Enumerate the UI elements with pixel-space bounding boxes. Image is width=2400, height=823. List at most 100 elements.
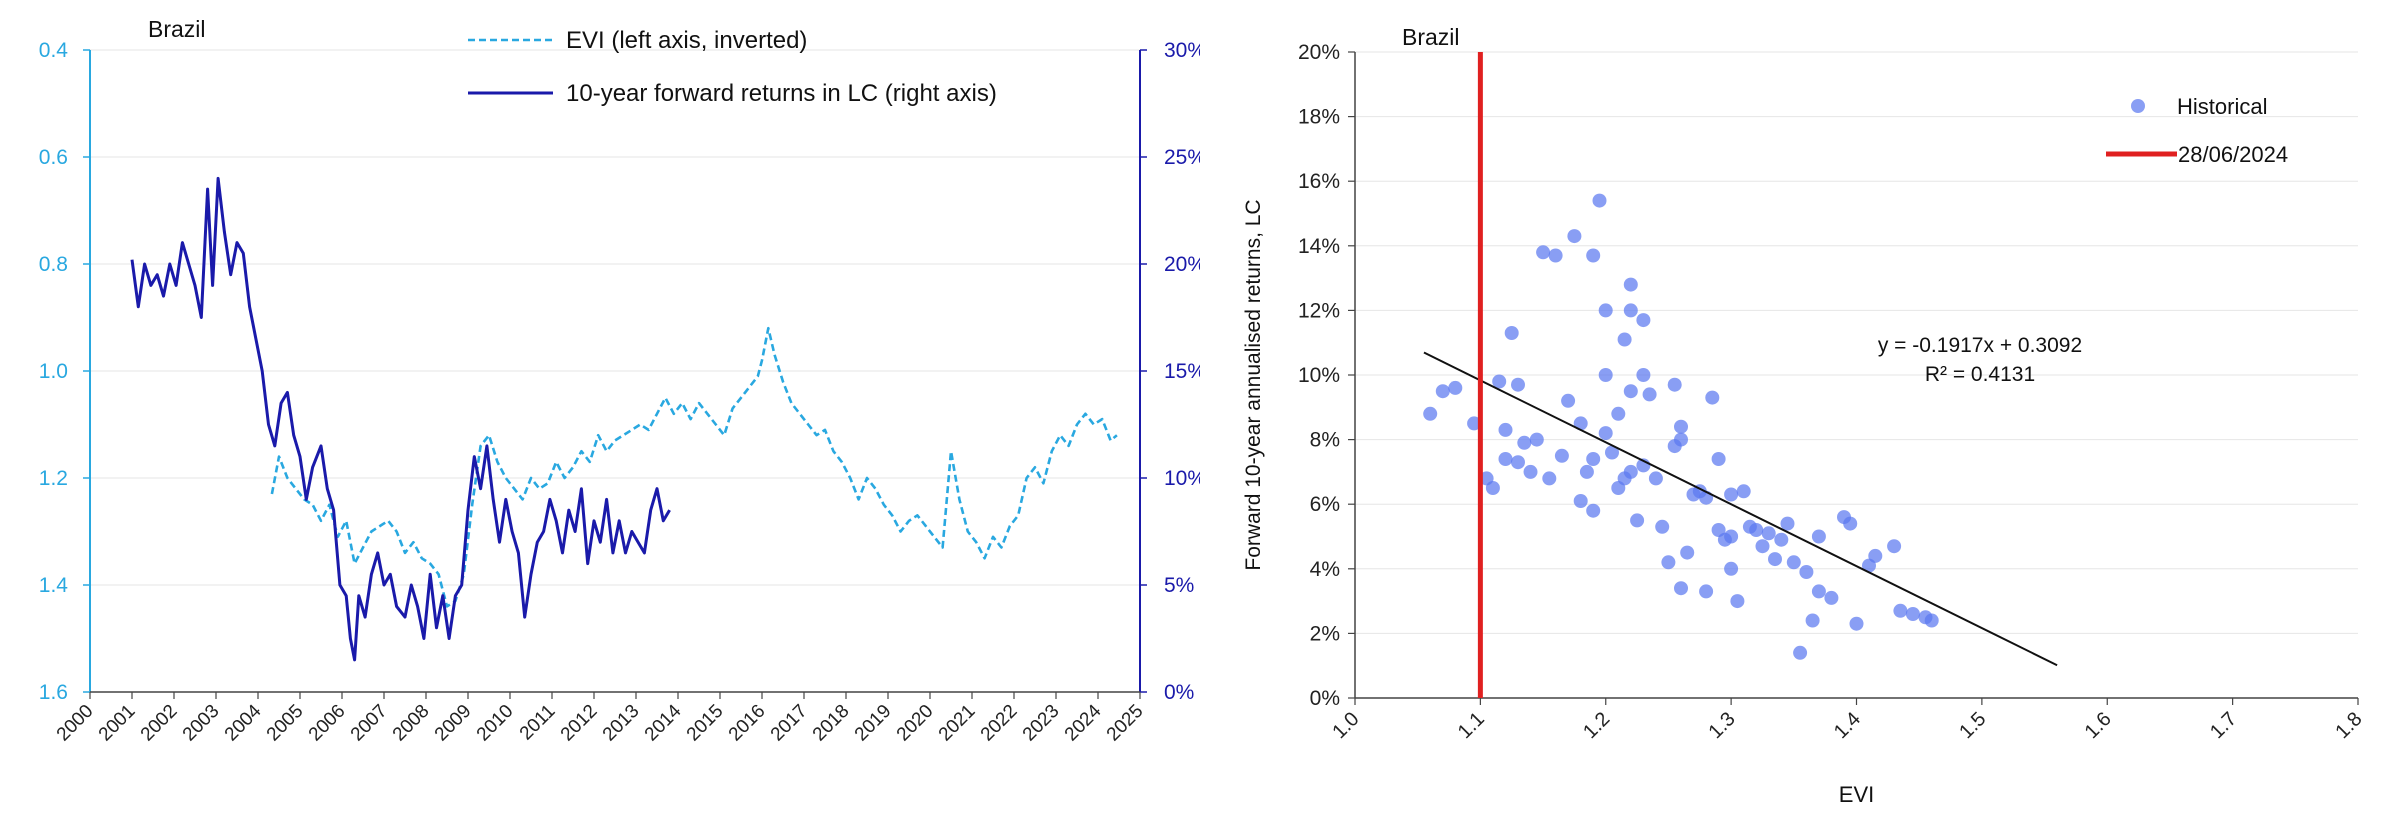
x-axis-tick-label: 1.7	[2206, 708, 2241, 743]
scatter-point	[1623, 384, 1638, 399]
right-axis-tick-label: 20%	[1164, 253, 1200, 276]
scatter-point	[1642, 387, 1657, 402]
scatter-point	[1724, 487, 1739, 502]
scatter-point	[1667, 377, 1682, 392]
x-axis-title: EVI	[1839, 782, 1874, 807]
x-axis-tick-label: 1.2	[1579, 708, 1614, 743]
forward-returns-series-line	[130, 176, 671, 662]
x-axis-tick-label: 1.3	[1704, 708, 1739, 743]
scatter-point	[1761, 526, 1776, 541]
y-axis-tick-label: 16%	[1298, 170, 1340, 193]
scatter-point	[1523, 464, 1538, 479]
scatter-point	[1605, 445, 1619, 460]
trendline-equation: y = -0.1917x + 0.3092	[1878, 334, 2082, 357]
scatter-point	[1498, 452, 1513, 466]
scatter-point	[1636, 368, 1651, 382]
x-axis-tick-label: 2018	[809, 701, 854, 746]
legend-label-historical: Historical	[2177, 94, 2267, 119]
scatter-point	[1630, 513, 1645, 528]
right-axis-tick-label: 5%	[1164, 574, 1194, 597]
right-axis-tick-label: 10%	[1164, 467, 1200, 490]
scatter-point	[1661, 555, 1676, 570]
right-axis-tick-label: 0%	[1164, 681, 1194, 704]
y-axis-tick-label: 6%	[1310, 493, 1340, 516]
scatter-point	[1780, 516, 1795, 531]
legend-swatch-historical	[2131, 99, 2145, 113]
scatter-point	[1448, 380, 1463, 395]
scatter-point	[1648, 471, 1663, 486]
scatter-point	[1843, 516, 1858, 531]
legend-label-forward-returns: 10-year forward returns in LC (right axi…	[566, 80, 997, 107]
left-axis-tick-label: 0.6	[39, 146, 68, 169]
scatter-point	[1887, 539, 1902, 554]
x-axis-tick-label: 1.0	[1328, 708, 1363, 743]
scatter-point	[1805, 613, 1820, 628]
x-axis-tick-label: 2001	[95, 701, 140, 746]
scatter-point	[1868, 548, 1883, 563]
scatter-point	[1617, 332, 1632, 347]
scatter-point	[1636, 313, 1651, 328]
right-axis-tick-label: 15%	[1164, 360, 1200, 383]
y-axis-tick-label: 0%	[1310, 687, 1340, 710]
y-axis-tick-label: 12%	[1298, 299, 1340, 322]
x-axis-tick-label: 2020	[893, 701, 938, 746]
x-axis-tick-label: 2004	[221, 700, 266, 745]
scatter-point	[1755, 539, 1770, 554]
scatter-point	[1699, 584, 1714, 599]
x-axis-tick-label: 1.6	[2081, 708, 2116, 743]
scatter-point	[1623, 464, 1638, 479]
scatter-point	[1579, 464, 1594, 479]
x-axis-tick-label: 2021	[935, 701, 980, 746]
y-axis-tick-label: 20%	[1298, 41, 1340, 64]
right-axis-tick-label: 30%	[1164, 39, 1200, 62]
x-axis-tick-label: 2007	[347, 701, 392, 746]
x-axis-tick-label: 2025	[1103, 701, 1148, 746]
scatter-point	[1674, 581, 1688, 596]
left-axis-tick-label: 1.2	[39, 467, 68, 490]
scatter-point	[1793, 645, 1808, 660]
scatter-point	[1598, 303, 1613, 318]
left-axis-tick-label: 0.4	[39, 39, 69, 62]
y-axis-tick-label: 2%	[1310, 622, 1340, 645]
scatter-point	[1586, 452, 1601, 466]
scatter-point	[1573, 416, 1588, 431]
scatter-point	[1598, 426, 1613, 441]
scatter-point	[1498, 422, 1513, 437]
scatter-point	[1511, 377, 1525, 392]
scatter-point	[1811, 584, 1826, 599]
scatter-point	[1592, 193, 1607, 208]
scatter-point	[1768, 552, 1782, 567]
scatter-point	[1623, 303, 1638, 318]
y-axis-tick-label: 8%	[1310, 429, 1340, 452]
x-axis-tick-label: 2022	[977, 701, 1022, 746]
scatter-point	[1586, 248, 1601, 263]
scatter-point	[1680, 545, 1695, 560]
scatter-point	[1749, 523, 1764, 537]
x-axis-tick-label: 1.1	[1454, 708, 1489, 743]
scatter-point	[1435, 384, 1450, 399]
x-axis-tick-label: 2016	[725, 701, 770, 746]
scatter-point	[1542, 471, 1557, 486]
x-axis-tick-label: 2015	[683, 701, 728, 746]
scatter-point	[1548, 248, 1563, 263]
legend-label-current: 28/06/2024	[2178, 142, 2288, 167]
evi-vs-returns-scatter-chart: 0% 2% 4% 6% 8% 10% 12% 14% 16% 18% 20% 1.0 1.1 1.2 1.3…	[1242, 24, 2367, 807]
scatter-point	[1611, 406, 1626, 421]
y-axis-title: Forward 10-year annualised returns, LC	[1242, 199, 1265, 570]
scatter-point	[1623, 277, 1638, 292]
scatter-point	[1554, 448, 1569, 463]
scatter-point	[1924, 613, 1939, 628]
scatter-point	[1724, 529, 1739, 544]
scatter-point	[1849, 616, 1864, 631]
y-axis-tick-label: 14%	[1298, 235, 1340, 258]
scatter-point	[1786, 555, 1801, 570]
scatter-point	[1511, 455, 1525, 470]
x-axis-tick-label: 2023	[1019, 701, 1064, 746]
scatter-point	[1492, 374, 1507, 389]
x-axis-tick-label: 2008	[389, 701, 434, 746]
x-axis-tick-label: 2002	[137, 701, 182, 746]
scatter-point	[1799, 565, 1814, 579]
scatter-point	[1674, 432, 1688, 447]
evi-series-line	[270, 326, 1118, 608]
